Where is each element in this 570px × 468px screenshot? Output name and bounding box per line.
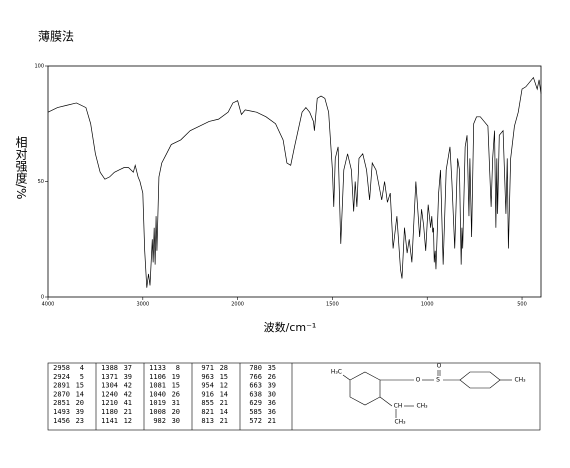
peak-wavenumber: 663 — [249, 382, 262, 390]
peak-intensity: 31 — [172, 399, 180, 407]
peak-intensity: 14 — [76, 390, 84, 398]
structure-label: O — [416, 377, 421, 384]
peak-intensity: 12 — [220, 382, 228, 390]
peak-intensity: 21 — [220, 417, 228, 425]
peak-intensity: 19 — [172, 373, 180, 381]
peak-intensity: 15 — [172, 382, 180, 390]
y-tick-label: 0 — [41, 295, 44, 301]
peak-intensity: 36 — [268, 408, 276, 416]
peak-intensity: 42 — [124, 382, 132, 390]
spectrum-line — [47, 76, 542, 288]
peak-wavenumber: 982 — [153, 417, 166, 425]
peak-wavenumber: 1388 — [101, 364, 118, 372]
peak-wavenumber: 1106 — [149, 373, 166, 381]
x-tick-label: 500 — [517, 302, 527, 308]
peak-intensity: 37 — [124, 364, 132, 372]
peak-intensity: 23 — [76, 417, 84, 425]
peak-intensity: 14 — [220, 408, 228, 416]
peak-intensity: 5 — [80, 373, 84, 381]
peak-wavenumber: 766 — [249, 373, 262, 381]
peak-wavenumber: 1304 — [101, 382, 118, 390]
y-axis-label: 相对强度/% — [14, 136, 28, 200]
structure-label: H₃C — [331, 369, 342, 376]
peak-wavenumber: 1133 — [149, 364, 166, 372]
peak-intensity: 28 — [220, 364, 228, 372]
peak-intensity: 15 — [220, 373, 228, 381]
plot-frame — [47, 65, 542, 298]
peak-intensity: 21 — [124, 408, 132, 416]
peak-wavenumber: 1081 — [149, 382, 166, 390]
peak-intensity: 39 — [76, 408, 84, 416]
peak-wavenumber: 1371 — [101, 373, 118, 381]
peak-wavenumber: 821 — [201, 408, 214, 416]
peak-wavenumber: 585 — [249, 408, 262, 416]
x-tick-label: 4000 — [42, 302, 55, 308]
peak-intensity: 26 — [172, 390, 180, 398]
peak-intensity: 15 — [76, 382, 84, 390]
structure-label: S — [436, 377, 440, 384]
x-tick-label: 1000 — [421, 302, 434, 308]
peak-wavenumber: 2924 — [53, 373, 70, 381]
peak-intensity: 30 — [172, 417, 180, 425]
peak-wavenumber: 1210 — [101, 399, 118, 407]
peak-wavenumber: 1008 — [149, 408, 166, 416]
peak-wavenumber: 629 — [249, 399, 262, 407]
y-tick-label: 50 — [38, 179, 44, 185]
peak-wavenumber: 780 — [249, 364, 262, 372]
peak-wavenumber: 2891 — [53, 382, 70, 390]
peak-wavenumber: 954 — [201, 382, 214, 390]
structure-label: CH — [394, 403, 403, 410]
peak-wavenumber: 1493 — [53, 408, 70, 416]
peak-intensity: 4 — [80, 364, 84, 372]
peak-intensity: 26 — [268, 373, 276, 381]
peak-wavenumber: 572 — [249, 417, 262, 425]
peak-wavenumber: 971 — [201, 364, 214, 372]
peak-intensity: 35 — [268, 364, 276, 372]
peak-wavenumber: 963 — [201, 373, 214, 381]
structure-label: O — [437, 363, 442, 370]
peak-wavenumber: 638 — [249, 390, 262, 398]
peak-intensity: 12 — [124, 417, 132, 425]
structure-label: CH₃ — [514, 377, 526, 384]
peak-wavenumber: 813 — [201, 417, 214, 425]
structure-bonds — [342, 370, 512, 418]
peak-intensity: 39 — [124, 373, 132, 381]
peak-wavenumber: 2851 — [53, 399, 70, 407]
peak-intensity: 42 — [124, 390, 132, 398]
peak-wavenumber: 1240 — [101, 390, 118, 398]
peak-intensity: 41 — [124, 399, 132, 407]
peak-intensity: 39 — [268, 382, 276, 390]
chart-title: 薄膜法 — [38, 29, 74, 44]
peak-intensity: 14 — [220, 390, 228, 398]
x-tick-label: 3000 — [136, 302, 149, 308]
peak-wavenumber: 855 — [201, 399, 214, 407]
peak-intensity: 30 — [268, 390, 276, 398]
peak-wavenumber: 1019 — [149, 399, 166, 407]
peak-intensity: 20 — [172, 408, 180, 416]
x-tick-label: 1500 — [326, 302, 339, 308]
x-tick-label: 2000 — [231, 302, 244, 308]
structure-label: CH₃ — [394, 419, 406, 426]
structure-label: CH₃ — [416, 403, 428, 410]
peak-wavenumber: 2958 — [53, 364, 70, 372]
peak-intensity: 36 — [268, 399, 276, 407]
peak-wavenumber: 1456 — [53, 417, 70, 425]
peak-wavenumber: 1180 — [101, 408, 118, 416]
table-frame — [47, 362, 541, 431]
y-tick-label: 100 — [34, 64, 44, 70]
x-axis-label: 波数/cm⁻¹ — [264, 321, 317, 334]
peak-intensity: 21 — [220, 399, 228, 407]
peak-wavenumber: 916 — [201, 390, 214, 398]
peak-wavenumber: 2870 — [53, 390, 70, 398]
peak-wavenumber: 1040 — [149, 390, 166, 398]
peak-intensity: 8 — [176, 364, 180, 372]
peak-intensity: 20 — [76, 399, 84, 407]
peak-intensity: 21 — [268, 417, 276, 425]
peak-wavenumber: 1141 — [101, 417, 118, 425]
